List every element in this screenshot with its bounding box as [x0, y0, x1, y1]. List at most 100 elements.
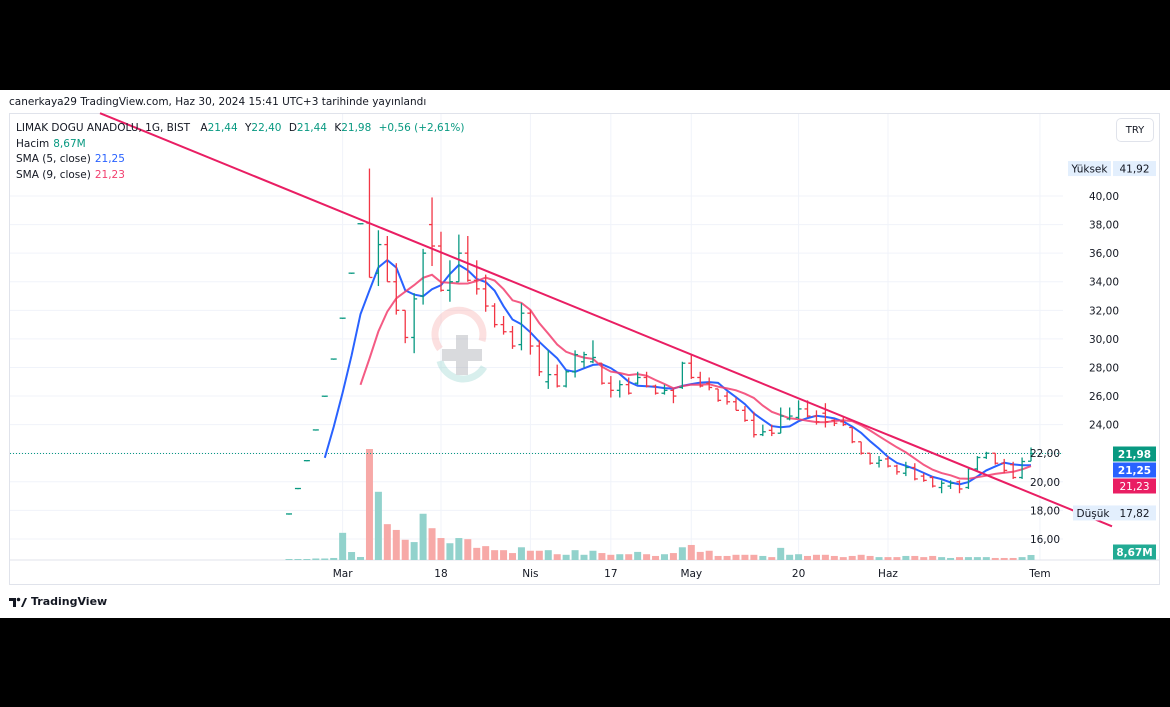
ohlc-bar[interactable] [545, 350, 552, 389]
sma9-line[interactable] [359, 273, 1032, 480]
ohlc-bar[interactable] [697, 371, 704, 388]
price-tick-label: 26,00 [1089, 391, 1119, 403]
ohlc-bar[interactable] [589, 340, 596, 364]
ohlc-bar[interactable] [947, 480, 954, 489]
ohlc-bar[interactable] [670, 388, 677, 404]
ohlc-bar[interactable] [455, 234, 462, 283]
ohlc-bar[interactable] [929, 476, 936, 488]
ohlc-bar[interactable] [813, 410, 820, 425]
ohlc-bar[interactable] [393, 263, 400, 315]
ohlc-bar[interactable] [527, 310, 534, 355]
ohlc-bar[interactable] [616, 380, 623, 398]
ohlc-bar[interactable] [625, 377, 632, 395]
ohlc-bar[interactable] [321, 395, 328, 397]
sma5-legend-row[interactable]: SMA (5, close) 21,25 [16, 152, 465, 168]
ohlc-bar[interactable] [446, 260, 453, 302]
ohlc-bar[interactable] [750, 411, 757, 438]
ohlc-bar[interactable] [429, 197, 436, 267]
ohlc-bar[interactable] [563, 370, 570, 388]
ohlc-bar[interactable] [786, 407, 793, 421]
ohlc-bar[interactable] [679, 361, 686, 389]
ohlc-bar[interactable] [795, 400, 802, 419]
tradingview-logo[interactable]: TradingView [9, 595, 107, 608]
ohlc-bar[interactable] [384, 236, 391, 283]
ohlc-bar[interactable] [974, 456, 981, 471]
ohlc-bar[interactable] [822, 403, 829, 428]
ohlc-bar[interactable] [706, 377, 713, 391]
sma9-legend-row[interactable]: SMA (9, close) 21,23 [16, 168, 465, 184]
ohlc-bar[interactable] [1001, 458, 1008, 474]
ohlc-bar[interactable] [688, 354, 695, 379]
symbol-title[interactable]: LIMAK DOGU ANADOLU, 1G, BIST [16, 122, 191, 134]
ohlc-bar[interactable] [339, 317, 346, 319]
ohlc-bar[interactable] [581, 351, 588, 368]
ohlc-bar[interactable] [724, 391, 731, 405]
ohlc-bar[interactable] [411, 293, 418, 354]
ohlc-bar[interactable] [482, 274, 489, 312]
ohlc-bar[interactable] [956, 480, 963, 494]
ohlc-bar[interactable] [491, 303, 498, 328]
ohlc-bar[interactable] [303, 460, 310, 462]
ohlc-bar[interactable] [1019, 457, 1026, 479]
ohlc-bar[interactable] [715, 388, 722, 402]
volume-bar [643, 554, 651, 560]
high-marker-label-text: Yüksek [1071, 164, 1109, 176]
currency-button[interactable]: TRY [1116, 118, 1154, 142]
volume-bar [294, 559, 302, 560]
ohlc-bar[interactable] [348, 272, 355, 274]
volume-bar [705, 550, 713, 560]
ohlc-bar[interactable] [375, 230, 382, 287]
ohlc-bar[interactable] [1028, 447, 1035, 462]
ohlc-bar[interactable] [598, 362, 605, 385]
last-price-badge-bg [1113, 446, 1156, 462]
ohlc-bar[interactable] [607, 376, 614, 398]
ohlc-bar[interactable] [500, 316, 507, 335]
ohlc-bar[interactable] [902, 461, 909, 477]
ohlc-bar[interactable] [357, 223, 364, 225]
volume-legend-row[interactable]: Hacim 8,67M [16, 137, 465, 153]
ohlc-bar[interactable] [983, 451, 990, 459]
ohlc-bar[interactable] [893, 464, 900, 475]
ohlc-bar[interactable] [536, 340, 543, 377]
ohlc-bar[interactable] [741, 406, 748, 422]
ohlc-bar[interactable] [643, 371, 650, 388]
ohlc-bar[interactable] [876, 456, 883, 468]
ohlc-bar[interactable] [437, 231, 444, 292]
ohlc-bar[interactable] [1010, 461, 1017, 479]
ohlc-bar[interactable] [938, 480, 945, 494]
ohlc-bar[interactable] [330, 358, 337, 360]
ohlc-bar[interactable] [920, 473, 927, 482]
ohlc-bar[interactable] [831, 418, 838, 427]
volume-bar [616, 554, 624, 560]
ohlc-bar[interactable] [884, 456, 891, 468]
ohlc-bar[interactable] [312, 429, 319, 431]
ohlc-bar[interactable] [294, 487, 301, 490]
ohlc-bar[interactable] [518, 303, 525, 351]
low-marker-value: 17,82 [1113, 505, 1156, 521]
ohlc-bar[interactable] [992, 452, 999, 465]
trendline[interactable] [99, 112, 1113, 528]
volume-badge-bg [1113, 544, 1156, 560]
ohlc-bar[interactable] [768, 424, 775, 437]
ohlc-bar[interactable] [911, 463, 918, 481]
ohlc-bar[interactable] [554, 364, 561, 388]
ohlc-bar[interactable] [858, 441, 865, 455]
ohlc-bar[interactable] [733, 397, 739, 412]
ohlc-bar[interactable] [464, 236, 471, 282]
ohlc-bar[interactable] [509, 326, 516, 349]
ohlc-bar[interactable] [661, 384, 668, 395]
ohlc-bar[interactable] [840, 417, 847, 427]
ohlc-bar[interactable] [652, 384, 659, 395]
ohlc-bar[interactable] [286, 513, 292, 515]
ohlc-bar[interactable] [420, 248, 427, 305]
ohlc-bar[interactable] [777, 407, 784, 434]
ohlc-bar[interactable] [867, 452, 874, 465]
ohlc-bar[interactable] [572, 350, 579, 378]
ohlc-bar[interactable] [804, 400, 811, 418]
ohlc-bar[interactable] [759, 424, 766, 437]
volume-bar [1009, 557, 1017, 560]
ohlc-bar[interactable] [634, 371, 641, 385]
ohlc-bar[interactable] [402, 309, 409, 344]
ohlc-bar[interactable] [849, 426, 856, 444]
